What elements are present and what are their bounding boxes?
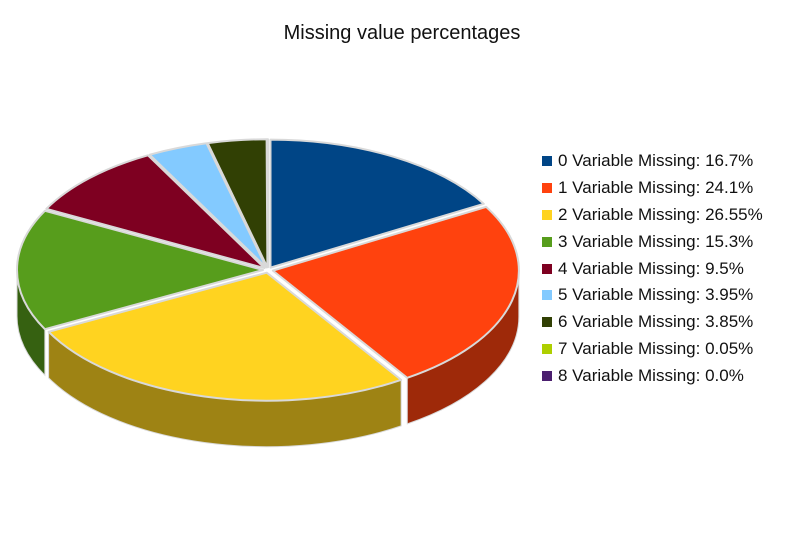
legend-label-6: 6 Variable Missing: 3.85% xyxy=(558,312,754,332)
legend-swatch-6 xyxy=(542,317,552,328)
pie-slice-2 xyxy=(47,271,403,402)
legend-swatch-5 xyxy=(542,290,552,301)
legend-swatch-8 xyxy=(542,370,552,381)
pie-slice-1 xyxy=(271,205,520,379)
pie-slice-5 xyxy=(148,142,268,269)
legend-swatch-3 xyxy=(542,236,552,247)
legend-label-2: 2 Variable Missing: 26.55% xyxy=(558,204,763,224)
legend-swatch-0 xyxy=(542,156,552,167)
legend-item-4: 4 Variable Missing: 9.5% xyxy=(542,255,763,282)
legend-label-8: 8 Variable Missing: 0.0% xyxy=(558,365,744,385)
legend-item-2: 2 Variable Missing: 26.55% xyxy=(542,202,763,229)
legend-label-5: 5 Variable Missing: 3.95% xyxy=(558,285,754,305)
legend-item-8: 8 Variable Missing: 0.0% xyxy=(542,362,763,389)
pie-slice-7 xyxy=(266,138,269,269)
legend-swatch-4 xyxy=(542,263,552,274)
legend-item-1: 1 Variable Missing: 24.1% xyxy=(542,175,763,202)
legend-item-7: 7 Variable Missing: 0.05% xyxy=(542,336,763,363)
chart-legend: 0 Variable Missing: 16.7% 1 Variable Miss… xyxy=(542,148,763,389)
legend-label-7: 7 Variable Missing: 0.05% xyxy=(558,338,754,358)
pie-slice-3 xyxy=(16,209,264,331)
legend-label-0: 0 Variable Missing: 16.7% xyxy=(558,151,754,171)
pie-slice-4 xyxy=(45,154,266,270)
legend-label-1: 1 Variable Missing: 24.1% xyxy=(558,178,754,198)
pie-slice-0 xyxy=(269,138,485,269)
legend-item-6: 6 Variable Missing: 3.85% xyxy=(542,309,763,336)
legend-label-4: 4 Variable Missing: 9.5% xyxy=(558,258,744,278)
legend-label-3: 3 Variable Missing: 15.3% xyxy=(558,231,754,251)
legend-swatch-2 xyxy=(542,209,552,220)
chart-title: Missing value percentages xyxy=(283,22,521,44)
legend-item-0: 0 Variable Missing: 16.7% xyxy=(542,148,763,175)
legend-swatch-7 xyxy=(542,343,552,354)
legend-item-3: 3 Variable Missing: 15.3% xyxy=(542,228,763,255)
legend-item-5: 5 Variable Missing: 3.95% xyxy=(542,282,763,309)
legend-swatch-1 xyxy=(542,183,552,194)
